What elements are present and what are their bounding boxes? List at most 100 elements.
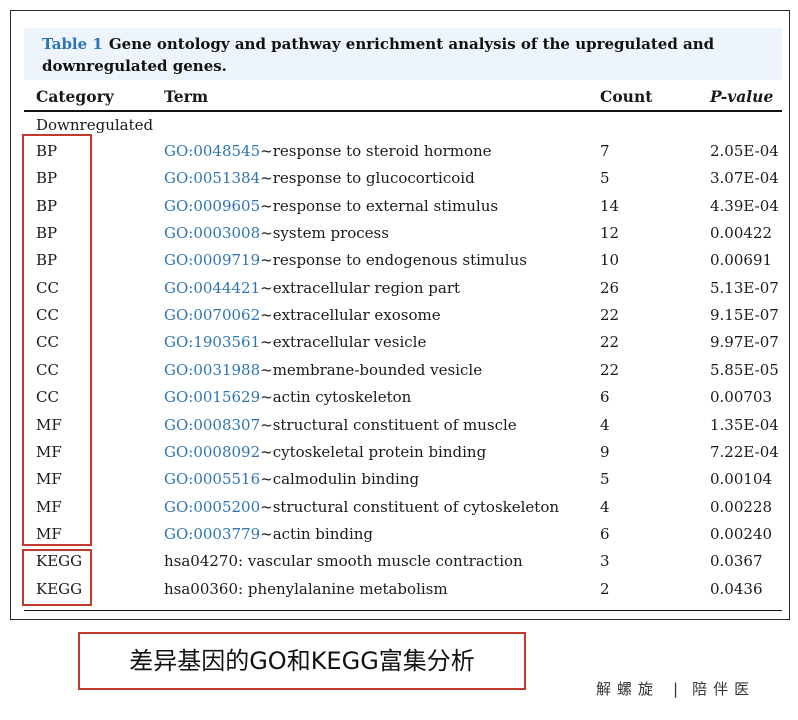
footer-right: 陪伴医 <box>692 680 756 698</box>
cell-pvalue: 5.13E-07 <box>710 278 779 297</box>
table-caption: Table 1 Gene ontology and pathway enrichm… <box>24 28 782 80</box>
cell-term: hsa04270: vascular smooth muscle contrac… <box>164 552 523 570</box>
header-term: Term <box>164 87 209 106</box>
table-row: MF GO:0008307~structural constituent of m… <box>24 414 782 440</box>
go-id-link[interactable]: GO:0003008 <box>164 224 261 243</box>
footer-watermark: 解螺旋 | 陪伴医 <box>596 678 755 699</box>
go-id-link[interactable]: GO:0008092 <box>164 442 261 461</box>
cell-category: CC <box>36 306 59 325</box>
cell-pvalue: 0.00104 <box>710 470 773 489</box>
cell-count: 6 <box>600 524 610 543</box>
header-pvalue: P-value <box>710 87 774 106</box>
cell-category: BP <box>36 169 58 188</box>
cell-category: MF <box>36 415 62 434</box>
go-id-link[interactable]: GO:0009719 <box>164 251 261 270</box>
term-text: hsa00360: phenylalanine metabolism <box>164 579 448 598</box>
table-row: KEGG hsa04270: vascular smooth muscle con… <box>24 550 782 576</box>
cell-count: 22 <box>600 306 620 325</box>
cell-count: 4 <box>600 497 610 516</box>
cell-category: MF <box>36 470 62 489</box>
cell-count: 3 <box>600 552 610 571</box>
cell-pvalue: 5.85E-05 <box>710 360 779 379</box>
cell-pvalue: 0.00422 <box>710 224 773 243</box>
cell-category: CC <box>36 388 59 407</box>
go-id-link[interactable]: GO:0070062 <box>164 306 261 325</box>
go-id-link[interactable]: GO:0051384 <box>164 169 261 188</box>
term-text: hsa04270: vascular smooth muscle contrac… <box>164 552 523 571</box>
cell-pvalue: 4.39E-04 <box>710 196 779 215</box>
cell-term: GO:0003779~actin binding <box>164 525 373 543</box>
cell-count: 5 <box>600 470 610 489</box>
go-id-link[interactable]: GO:0008307 <box>164 415 261 434</box>
cell-term: GO:0044421~extracellular region part <box>164 279 460 297</box>
cell-count: 9 <box>600 442 610 461</box>
go-id-link[interactable]: GO:0005516 <box>164 470 261 489</box>
cell-count: 2 <box>600 579 610 598</box>
table-row: CC GO:1903561~extracellular vesicle 22 9.97… <box>24 331 782 357</box>
cell-term: GO:0070062~extracellular exosome <box>164 306 441 324</box>
go-id-link[interactable]: GO:0003779 <box>164 524 261 543</box>
cell-term: GO:0048545~response to steroid hormone <box>164 142 492 160</box>
term-text: ~actin cytoskeleton <box>260 388 412 407</box>
cell-category: CC <box>36 278 59 297</box>
cell-term: GO:0003008~system process <box>164 224 389 242</box>
cell-category: KEGG <box>36 579 83 598</box>
header-category: Category <box>36 87 114 106</box>
table-row: BP GO:0009605~response to external stimul… <box>24 195 782 221</box>
table-header: Category Term Count P-value <box>24 84 782 112</box>
term-text: ~structural constituent of muscle <box>260 415 517 434</box>
cell-term: GO:0005200~structural constituent of cyt… <box>164 498 559 516</box>
cell-category: MF <box>36 442 62 461</box>
cell-term: GO:0005516~calmodulin binding <box>164 470 419 488</box>
go-id-link[interactable]: GO:1903561 <box>164 333 261 352</box>
term-text: ~response to steroid hormone <box>260 142 492 160</box>
go-id-link[interactable]: GO:0048545 <box>164 142 261 160</box>
term-text: ~actin binding <box>260 524 374 543</box>
table-row: CC GO:0015629~actin cytoskeleton 6 0.00703 <box>24 386 782 412</box>
term-text: ~membrane-bounded vesicle <box>260 360 483 379</box>
cell-pvalue: 0.00703 <box>710 388 773 407</box>
cell-term: GO:0008307~structural constituent of mus… <box>164 416 517 434</box>
go-id-link[interactable]: GO:0005200 <box>164 497 261 516</box>
cell-count: 7 <box>600 142 610 160</box>
cell-category: MF <box>36 524 62 543</box>
cell-count: 22 <box>600 333 620 352</box>
cell-pvalue: 3.07E-04 <box>710 169 779 188</box>
cell-term: GO:1903561~extracellular vesicle <box>164 333 426 351</box>
cell-category: BP <box>36 251 58 270</box>
annotation-box: 差异基因的GO和KEGG富集分析 <box>78 632 526 690</box>
go-id-link[interactable]: GO:0031988 <box>164 360 261 379</box>
term-text: ~extracellular exosome <box>260 306 441 325</box>
go-id-link[interactable]: GO:0044421 <box>164 278 261 297</box>
table-row: MF GO:0008092~cytoskeletal protein bindin… <box>24 441 782 467</box>
cell-category: BP <box>36 224 58 243</box>
cell-term: GO:0008092~cytoskeletal protein binding <box>164 443 486 461</box>
term-text: ~extracellular vesicle <box>260 333 427 352</box>
cell-pvalue: 0.00228 <box>710 497 773 516</box>
cell-pvalue: 1.35E-04 <box>710 415 779 434</box>
cell-term: hsa00360: phenylalanine metabolism <box>164 580 448 598</box>
table-bottom-rule <box>24 610 782 611</box>
table-row: BP GO:0048545~response to steroid hormone… <box>24 140 782 166</box>
table-row: MF GO:0003779~actin binding 6 0.00240 <box>24 523 782 549</box>
cell-term: GO:0009605~response to external stimulus <box>164 197 498 215</box>
cell-pvalue: 0.00240 <box>710 524 773 543</box>
table-row: BP GO:0051384~response to glucocorticoid 5… <box>24 167 782 193</box>
term-text: ~response to external stimulus <box>260 196 499 215</box>
group-label-downregulated: Downregulated <box>36 116 154 134</box>
cell-pvalue: 9.15E-07 <box>710 306 779 325</box>
term-text: ~response to glucocorticoid <box>260 169 475 188</box>
cell-term: GO:0009719~response to endogenous stimul… <box>164 251 527 269</box>
table-row: BP GO:0009719~response to endogenous stim… <box>24 249 782 275</box>
term-text: ~calmodulin binding <box>260 470 420 489</box>
go-id-link[interactable]: GO:0015629 <box>164 388 261 407</box>
go-id-link[interactable]: GO:0009605 <box>164 196 261 215</box>
table-row: BP GO:0003008~system process 12 0.00422 <box>24 222 782 248</box>
cell-count: 4 <box>600 415 610 434</box>
cell-pvalue: 7.22E-04 <box>710 442 779 461</box>
cell-term: GO:0051384~response to glucocorticoid <box>164 169 475 187</box>
term-text: ~response to endogenous stimulus <box>260 251 527 270</box>
table-row: KEGG hsa00360: phenylalanine metabolism 2 0… <box>24 578 782 604</box>
cell-term: GO:0015629~actin cytoskeleton <box>164 388 411 406</box>
cell-pvalue: 0.00691 <box>710 251 773 270</box>
